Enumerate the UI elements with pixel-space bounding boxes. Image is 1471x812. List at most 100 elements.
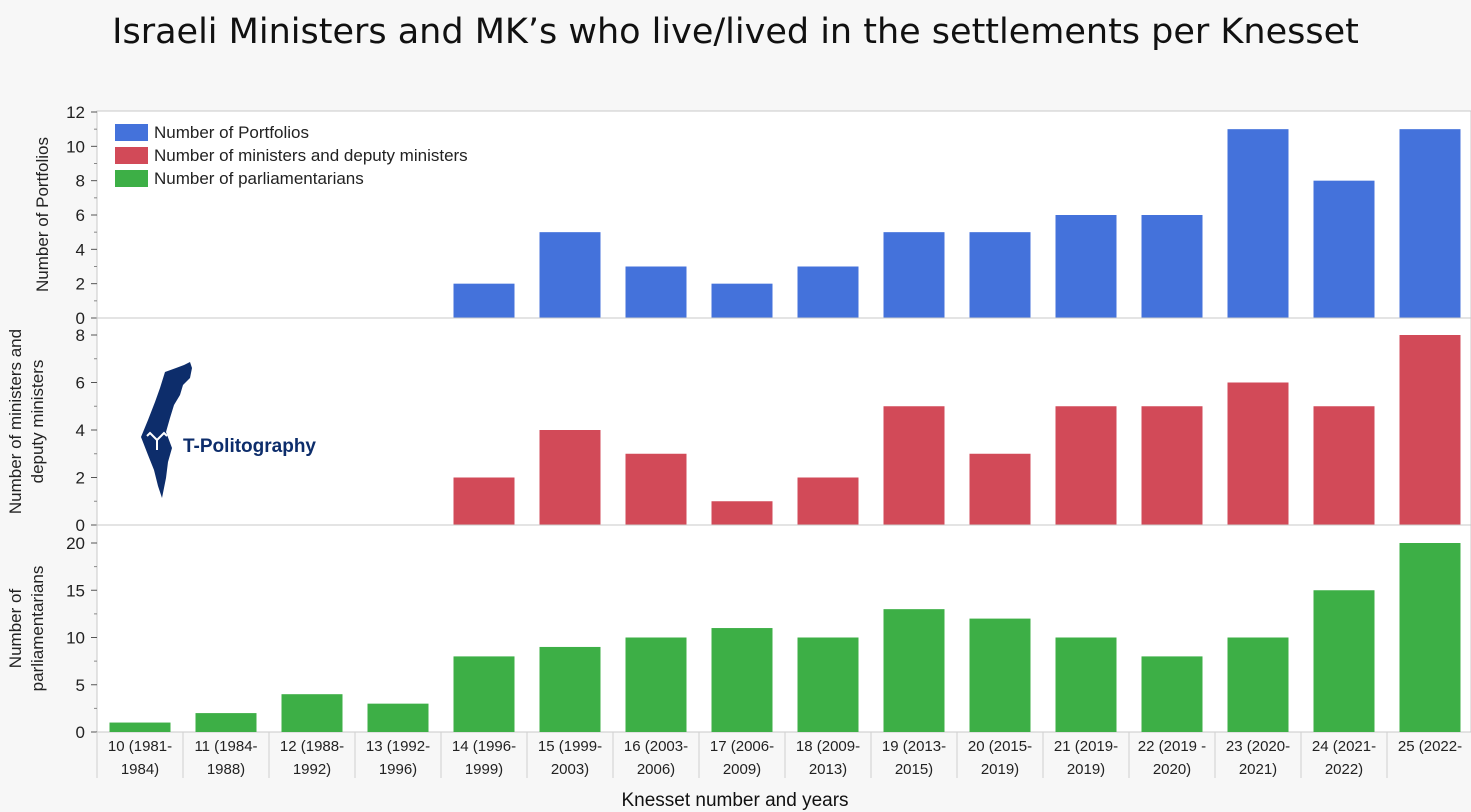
x-tick-label: 17 (2006- xyxy=(710,738,774,755)
y-tick-label: 10 xyxy=(66,629,85,648)
x-tick-label: 2021) xyxy=(1239,761,1277,778)
y-axis-label: Number of ministers and xyxy=(6,329,25,514)
x-tick-label: 19 (2013- xyxy=(882,738,946,755)
logo: T-Politography xyxy=(141,362,316,498)
y-tick-label: 0 xyxy=(76,516,85,535)
x-tick-label: 1984) xyxy=(121,761,159,778)
x-tick-label: 25 (2022- xyxy=(1398,738,1462,755)
y-tick-label: 8 xyxy=(76,326,85,345)
legend-label: Number of Portfolios xyxy=(154,123,309,142)
fork-arrow-icon xyxy=(146,431,168,450)
bar xyxy=(797,477,859,525)
y-tick-label: 4 xyxy=(76,240,85,259)
bar xyxy=(625,453,687,525)
y-tick-label: 2 xyxy=(76,469,85,488)
x-tick-label: 2009) xyxy=(723,761,761,778)
x-tick-labels: 10 (1981- 1984) 11 (1984- 1988) 12 (1988- 199… xyxy=(96,732,1462,778)
bar xyxy=(1399,543,1461,732)
x-tick-label: 2019) xyxy=(981,761,1019,778)
bar xyxy=(1313,406,1375,525)
x-tick-label: 16 (2003- xyxy=(624,738,688,755)
bar xyxy=(797,637,859,732)
bar xyxy=(1399,335,1461,525)
bar xyxy=(1227,637,1289,732)
y-axis-label: deputy ministers xyxy=(28,360,47,484)
x-tick-label: 2013) xyxy=(809,761,847,778)
x-tick-label: 22 (2019 - xyxy=(1138,738,1206,755)
x-tick-label: 18 (2009- xyxy=(796,738,860,755)
x-tick-label: 14 (1996- xyxy=(452,738,516,755)
bar xyxy=(883,232,945,318)
bar xyxy=(711,501,773,525)
y-tick-label: 6 xyxy=(76,206,85,225)
bar xyxy=(539,430,601,525)
bar xyxy=(195,713,257,732)
legend-label: Number of parliamentarians xyxy=(154,169,364,188)
x-tick-label: 23 (2020- xyxy=(1226,738,1290,755)
x-tick-label: 1992) xyxy=(293,761,331,778)
y-tick-label: 5 xyxy=(76,676,85,695)
bar xyxy=(625,637,687,732)
bar xyxy=(969,618,1031,732)
x-tick-label: 2015) xyxy=(895,761,933,778)
x-tick-label: 20 (2015- xyxy=(968,738,1032,755)
y-tick-label: 15 xyxy=(66,581,85,600)
bar xyxy=(281,694,343,732)
y-axis-label: Number of Portfolios xyxy=(33,137,52,292)
map-logo-icon xyxy=(141,362,192,498)
y-tick-label: 10 xyxy=(66,137,85,156)
bar xyxy=(109,722,171,732)
y-axis-label: parliamentarians xyxy=(28,566,47,692)
bar xyxy=(453,477,515,525)
x-tick-label: 2019) xyxy=(1067,761,1105,778)
y-tick-label: 4 xyxy=(76,421,85,440)
x-tick-label: 1996) xyxy=(379,761,417,778)
x-tick-label: 11 (1984- xyxy=(194,738,257,755)
y-axis-label: Number of xyxy=(6,589,25,669)
bar xyxy=(453,283,515,318)
chart-title: Israeli Ministers and MK’s who live/live… xyxy=(112,12,1359,52)
x-tick-label: 2006) xyxy=(637,761,675,778)
legend: Number of Portfolios Number of ministers … xyxy=(115,123,468,188)
bar xyxy=(969,232,1031,318)
bar xyxy=(1399,129,1461,318)
bar xyxy=(711,283,773,318)
chart-panels: 0 2 4 6 8 10 12 Number of Portfolios 0 2 4 6 8 Number… xyxy=(6,103,1471,778)
panel-3: 0 5 10 15 20 Number of parliamentarians xyxy=(6,524,1471,742)
bar xyxy=(883,609,945,732)
x-tick-label: 13 (1992- xyxy=(366,738,430,755)
bar xyxy=(969,453,1031,525)
x-tick-label: 2022) xyxy=(1325,761,1363,778)
bar xyxy=(797,266,859,318)
bar xyxy=(1313,180,1375,318)
x-tick-label: 24 (2021- xyxy=(1312,738,1376,755)
bar xyxy=(1141,406,1203,525)
panel-1: 0 2 4 6 8 10 12 Number of Portfolios xyxy=(33,103,1471,328)
x-tick-label: 1999) xyxy=(465,761,503,778)
bar xyxy=(1141,656,1203,732)
y-tick-label: 12 xyxy=(66,103,85,122)
bar xyxy=(539,232,601,318)
y-tick-label: 0 xyxy=(76,309,85,328)
x-axis-title: Knesset number and years xyxy=(621,790,848,811)
logo-text: T-Politography xyxy=(183,436,316,457)
bar xyxy=(625,266,687,318)
x-tick-label: 12 (1988- xyxy=(280,738,344,755)
x-tick-label: 2003) xyxy=(551,761,589,778)
x-tick-label: 2020) xyxy=(1153,761,1191,778)
bar xyxy=(883,406,945,525)
panel-2: 0 2 4 6 8 Number of ministers and deputy minis… xyxy=(6,317,1471,535)
bar xyxy=(711,628,773,732)
y-tick-label: 8 xyxy=(76,172,85,191)
bar xyxy=(1141,215,1203,318)
bar xyxy=(1227,129,1289,318)
bar xyxy=(367,703,429,732)
y-tick-label: 20 xyxy=(66,534,85,553)
y-tick-label: 0 xyxy=(76,723,85,742)
legend-swatch xyxy=(115,124,148,141)
x-tick-label: 21 (2019- xyxy=(1054,738,1118,755)
bar xyxy=(539,646,601,732)
bar xyxy=(453,656,515,732)
bar xyxy=(1313,590,1375,732)
